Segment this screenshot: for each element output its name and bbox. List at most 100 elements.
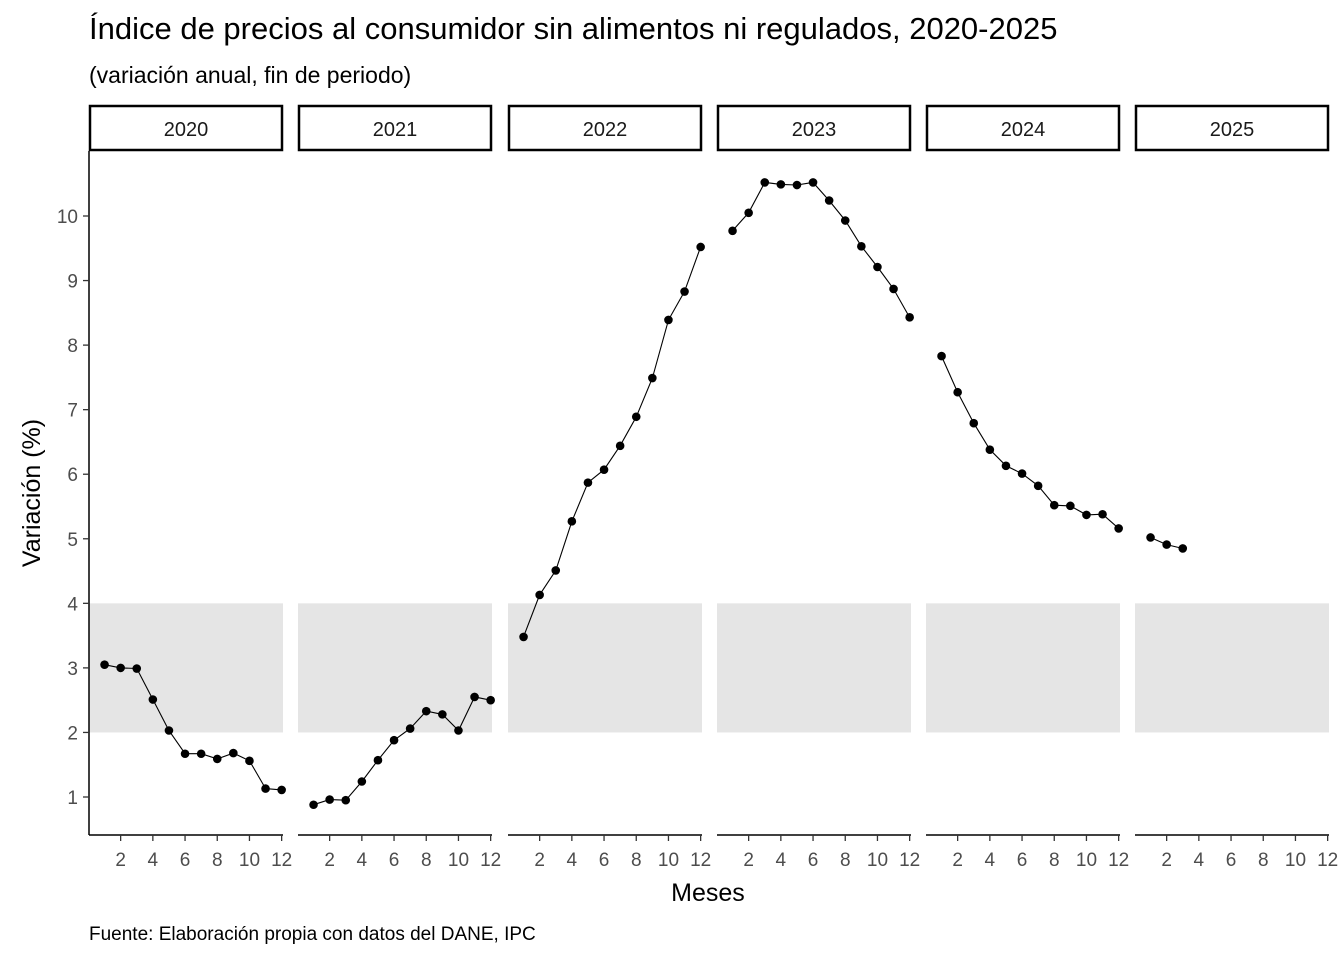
- data-point: [148, 695, 158, 704]
- data-point: [180, 749, 190, 759]
- facet-strip-label: 2020: [164, 119, 209, 141]
- data-point: [1114, 524, 1123, 533]
- x-tick-label: 6: [808, 850, 819, 871]
- x-tick-label: 6: [1226, 850, 1237, 871]
- x-tick-label: 10: [867, 850, 888, 871]
- data-point: [760, 178, 770, 187]
- data-point: [937, 351, 946, 361]
- facet-strip-label: 2024: [1001, 119, 1046, 141]
- y-tick-label: 10: [57, 207, 78, 228]
- x-tick-label: 4: [1194, 850, 1205, 871]
- x-tick-label: 4: [357, 850, 368, 871]
- x-tick-label: 8: [1258, 850, 1269, 871]
- data-point: [421, 706, 431, 716]
- chart-title: Índice de precios al consumidor sin alim…: [89, 11, 1057, 46]
- data-point: [728, 226, 737, 236]
- data-point: [744, 208, 753, 218]
- data-point: [1146, 533, 1155, 542]
- x-tick-label: 4: [567, 850, 578, 871]
- data-point: [309, 800, 318, 810]
- data-point: [1001, 461, 1011, 471]
- data-point: [1017, 469, 1027, 478]
- x-tick-label: 2: [743, 850, 754, 871]
- data-point: [905, 313, 914, 322]
- data-point: [615, 441, 625, 451]
- data-point: [1162, 540, 1171, 549]
- data-point: [1098, 509, 1107, 519]
- data-point: [953, 387, 962, 397]
- x-tick-label: 4: [985, 850, 996, 871]
- x-tick-label: 12: [1108, 850, 1129, 871]
- data-point: [100, 660, 109, 669]
- x-tick-label: 12: [899, 850, 920, 871]
- data-point: [680, 287, 689, 296]
- target-band: [298, 603, 492, 733]
- facet-panel-2025: 2025 2 4 6 8 10 12: [1134, 104, 1338, 871]
- data-point: [840, 216, 850, 225]
- data-point: [535, 590, 544, 600]
- target-band: [717, 603, 911, 733]
- data-point: [776, 180, 786, 189]
- target-band: [926, 603, 1120, 733]
- x-tick-label: 12: [480, 850, 501, 871]
- data-point: [519, 632, 528, 642]
- facet-panel-2023: 2023 2 4 6 8 10 12: [716, 104, 920, 871]
- data-point: [1033, 481, 1043, 491]
- facet-strip: [925, 104, 1121, 152]
- data-point: [1178, 544, 1188, 553]
- x-tick-label: 8: [1049, 850, 1060, 871]
- data-point: [1049, 500, 1059, 510]
- target-band: [1135, 603, 1329, 733]
- x-tick-label: 2: [952, 850, 963, 871]
- data-point: [470, 692, 479, 702]
- data-point: [1082, 510, 1091, 520]
- x-axis-title: Meses: [671, 879, 745, 907]
- data-point: [486, 695, 495, 705]
- data-point: [551, 566, 561, 575]
- y-tick-label: 7: [67, 401, 78, 422]
- data-point: [164, 726, 174, 735]
- facet-strip: [297, 104, 493, 152]
- data-point: [245, 756, 254, 766]
- data-point: [857, 242, 866, 251]
- x-tick-label: 12: [690, 850, 711, 871]
- data-point: [196, 749, 206, 759]
- chart-caption: Fuente: Elaboración propia con datos del…: [89, 924, 536, 945]
- data-point: [664, 315, 673, 325]
- y-tick-label: 3: [67, 659, 78, 680]
- x-tick-label: 4: [776, 850, 787, 871]
- data-point: [261, 784, 270, 793]
- x-tick-label: 6: [389, 850, 400, 871]
- x-tick-label: 2: [1161, 850, 1172, 871]
- y-tick-label: 8: [67, 336, 78, 357]
- data-point: [985, 445, 995, 454]
- facet-panel-2024: 2024 2 4 6 8 10 12: [925, 104, 1129, 871]
- x-tick-label: 8: [840, 850, 851, 871]
- data-point: [325, 795, 334, 804]
- data-point: [357, 777, 367, 786]
- data-point: [969, 418, 979, 428]
- facet-strip: [1134, 104, 1330, 152]
- x-tick-label: 8: [631, 850, 642, 871]
- x-tick-label: 12: [1317, 850, 1338, 871]
- x-tick-label: 12: [271, 850, 292, 871]
- x-tick-label: 10: [1076, 850, 1097, 871]
- data-point: [824, 196, 834, 205]
- series-line: [940, 355, 1120, 529]
- data-point: [116, 663, 125, 673]
- data-point: [648, 373, 657, 383]
- data-point: [889, 284, 898, 294]
- facet-strip: [716, 104, 912, 152]
- data-point: [438, 710, 447, 719]
- x-tick-label: 6: [1017, 850, 1028, 871]
- x-tick-label: 10: [239, 850, 260, 871]
- x-tick-label: 4: [148, 850, 159, 871]
- x-tick-label: 10: [1285, 850, 1306, 871]
- data-point: [873, 262, 882, 272]
- y-tick-label: 4: [67, 594, 78, 615]
- data-point: [567, 517, 577, 526]
- y-axis-title: Variación (%): [18, 419, 46, 567]
- target-band: [508, 603, 702, 733]
